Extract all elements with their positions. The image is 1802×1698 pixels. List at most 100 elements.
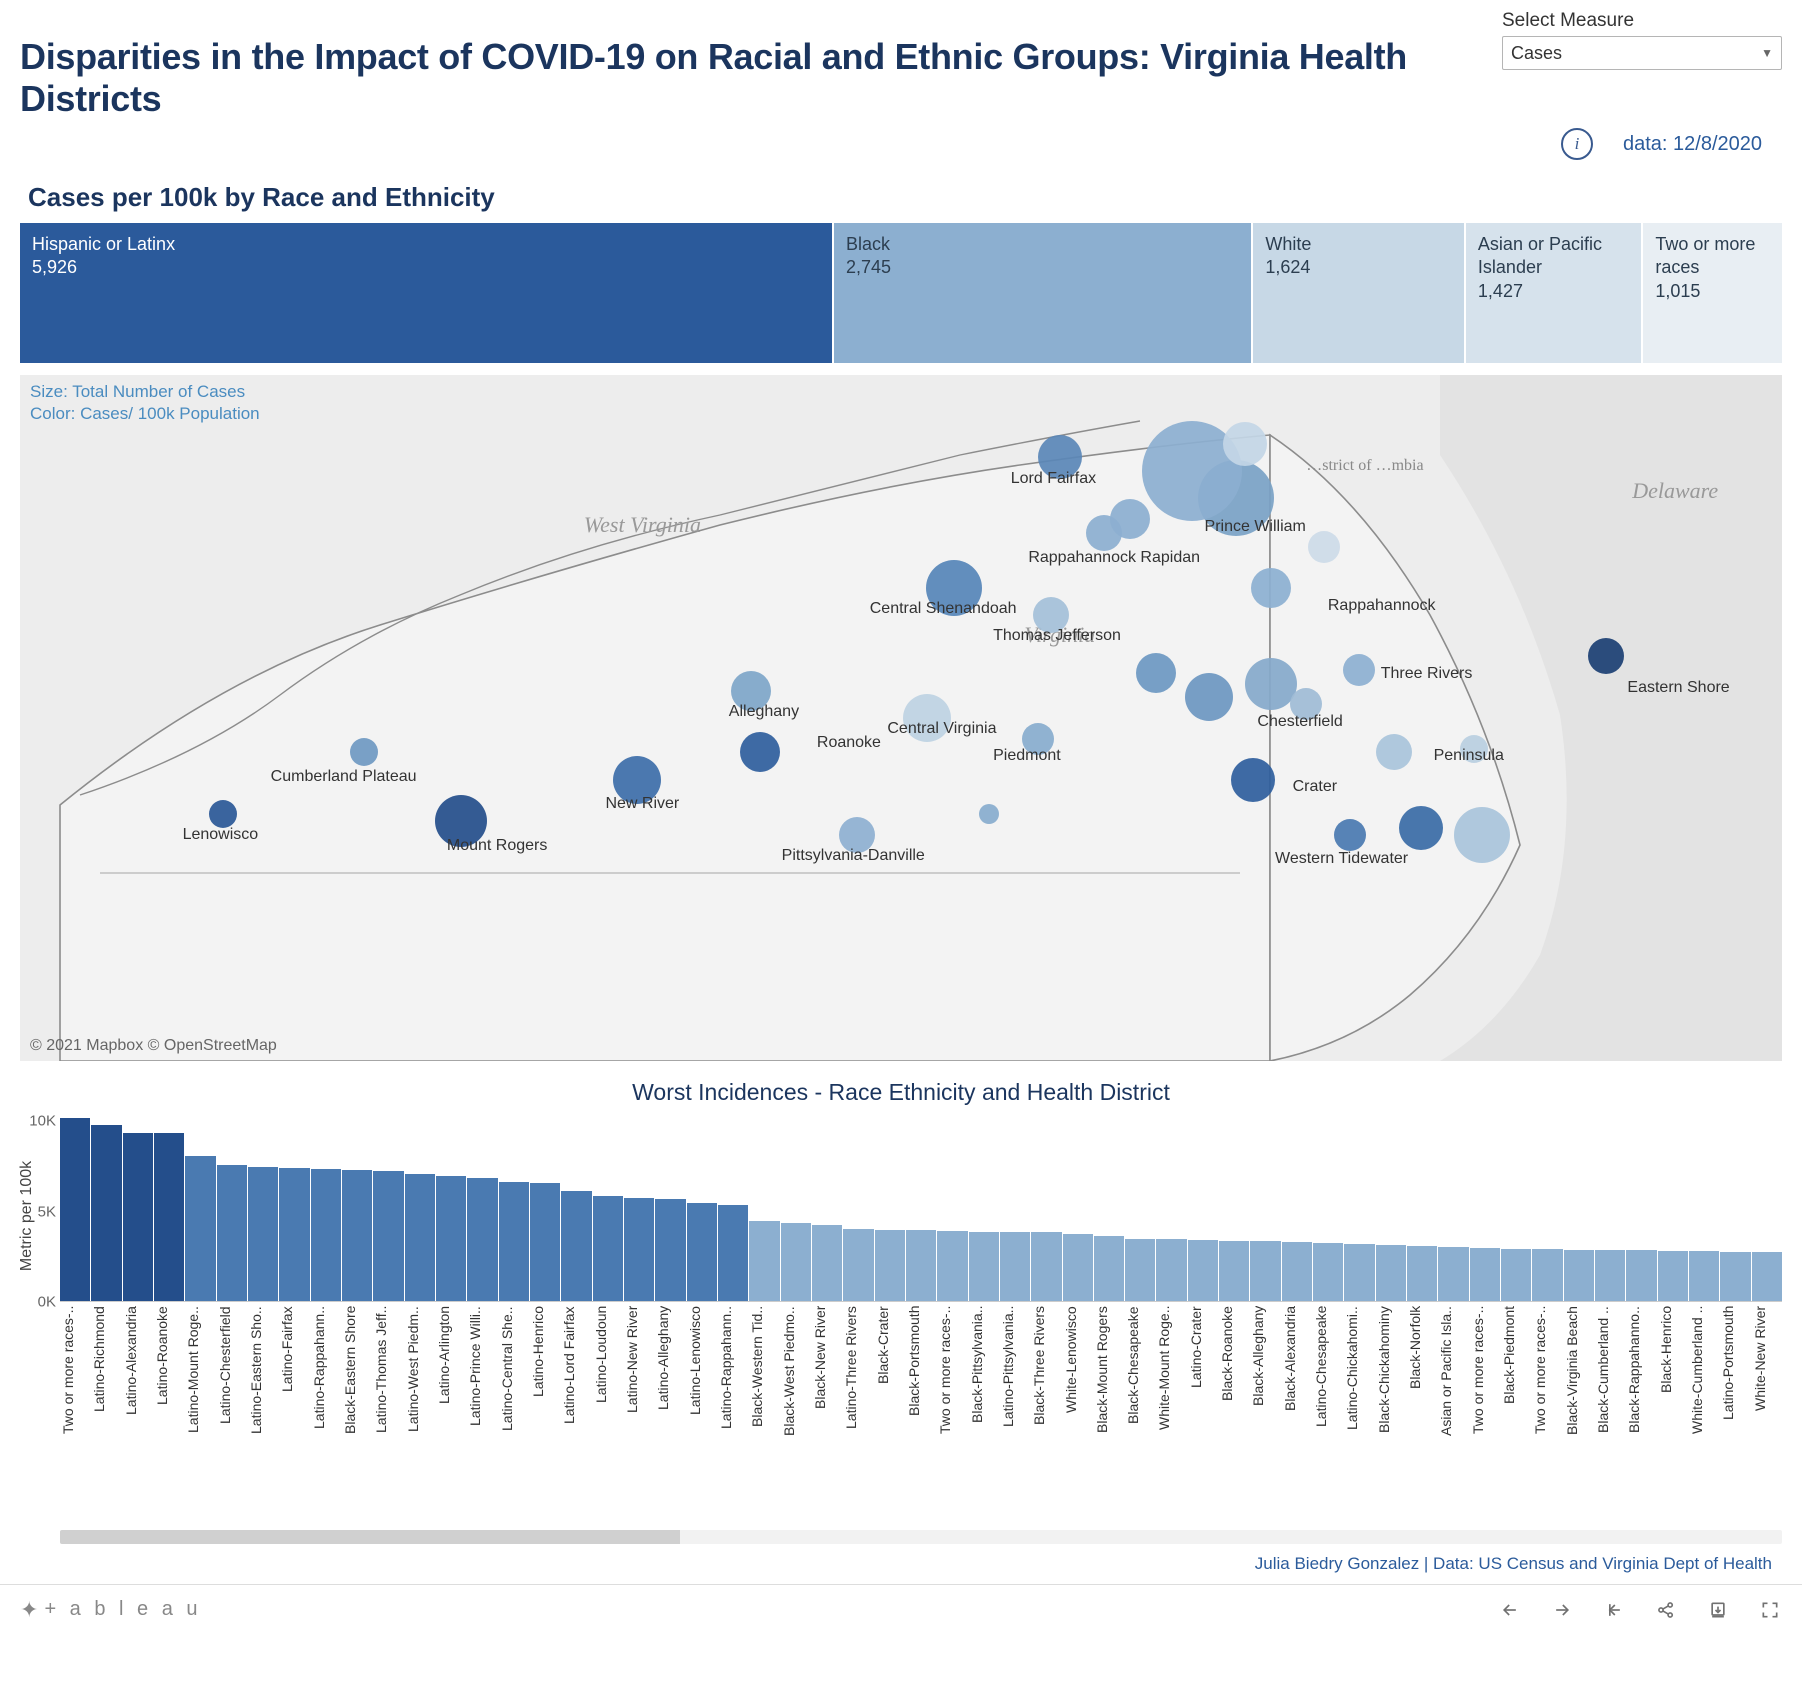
bar[interactable] [311, 1169, 341, 1301]
bar[interactable] [969, 1232, 999, 1301]
bar[interactable] [624, 1198, 654, 1301]
map-bubble[interactable] [1245, 658, 1297, 710]
bar[interactable] [655, 1199, 685, 1301]
map-bubble[interactable] [1399, 806, 1443, 850]
bar[interactable] [1219, 1241, 1249, 1301]
bar[interactable] [1501, 1249, 1531, 1301]
bar-label: Latino-Alexandria [123, 1306, 153, 1526]
treemap-cell[interactable]: White1,624 [1253, 223, 1464, 363]
bar[interactable] [1407, 1246, 1437, 1301]
bar[interactable] [1125, 1239, 1155, 1301]
redo-icon[interactable] [1550, 1598, 1574, 1622]
bar[interactable] [718, 1205, 748, 1301]
bar[interactable] [436, 1176, 466, 1301]
bar[interactable] [1752, 1252, 1782, 1301]
bar-label: Black-Eastern Shore [342, 1306, 372, 1526]
fullscreen-icon[interactable] [1758, 1598, 1782, 1622]
bar[interactable] [687, 1203, 717, 1301]
map-bubble[interactable] [1136, 653, 1176, 693]
bar[interactable] [530, 1183, 560, 1301]
map-bubble-label: Peninsula [1430, 745, 1508, 767]
map[interactable]: Size: Total Number of Cases Color: Cases… [20, 375, 1782, 1061]
bar[interactable] [217, 1165, 247, 1301]
bar[interactable] [185, 1156, 215, 1301]
bar-chart-scrollbar[interactable] [60, 1530, 1782, 1544]
map-bubble[interactable] [1334, 819, 1366, 851]
bar[interactable] [1376, 1245, 1406, 1301]
bar[interactable] [1564, 1250, 1594, 1301]
bar[interactable] [248, 1167, 278, 1301]
download-icon[interactable] [1706, 1598, 1730, 1622]
measure-label: Select Measure [1502, 10, 1634, 32]
treemap-cell[interactable]: Two or more races1,015 [1643, 223, 1782, 363]
bar[interactable] [875, 1230, 905, 1301]
bar[interactable] [1094, 1236, 1124, 1301]
map-bubble-label: Three Rivers [1377, 663, 1477, 685]
bar[interactable] [1282, 1242, 1312, 1301]
bar[interactable] [499, 1182, 529, 1301]
bar[interactable] [1188, 1240, 1218, 1301]
bar[interactable] [781, 1223, 811, 1301]
treemap-cell[interactable]: Black2,745 [834, 223, 1251, 363]
map-bubble[interactable] [1454, 807, 1510, 863]
map-bubble[interactable] [1308, 531, 1340, 563]
bar-chart[interactable]: Metric per 100k 0K5K10K [0, 1112, 1802, 1302]
bar[interactable] [373, 1171, 403, 1301]
bar[interactable] [405, 1174, 435, 1301]
bar[interactable] [593, 1196, 623, 1301]
map-bubble[interactable] [1343, 654, 1375, 686]
map-bubble[interactable] [1231, 758, 1275, 802]
treemap[interactable]: Hispanic or Latinx5,926Black2,745White1,… [0, 223, 1802, 363]
map-bubble[interactable] [1185, 673, 1233, 721]
bar[interactable] [1313, 1243, 1343, 1301]
bar[interactable] [1031, 1232, 1061, 1301]
bar[interactable] [1250, 1241, 1280, 1301]
bar[interactable] [154, 1133, 184, 1301]
treemap-cell[interactable]: Hispanic or Latinx5,926 [20, 223, 832, 363]
undo-icon[interactable] [1498, 1598, 1522, 1622]
bar[interactable] [342, 1170, 372, 1301]
bar[interactable] [60, 1118, 90, 1301]
map-bubble[interactable] [1110, 499, 1150, 539]
bar-label: Latino-Alleghany [655, 1306, 685, 1526]
bar[interactable] [749, 1221, 779, 1301]
map-bubble[interactable] [740, 732, 780, 772]
info-icon[interactable]: i [1561, 128, 1593, 160]
tableau-logo-icon: ✦ [20, 1597, 38, 1623]
bar[interactable] [91, 1125, 121, 1301]
bar[interactable] [812, 1225, 842, 1301]
bar[interactable] [279, 1168, 309, 1301]
bar[interactable] [1532, 1249, 1562, 1301]
map-bubble[interactable] [1223, 422, 1267, 466]
bar[interactable] [1595, 1250, 1625, 1301]
map-bubble[interactable] [1376, 734, 1412, 770]
map-bubble[interactable] [1251, 568, 1291, 608]
y-tick: 10K [16, 1113, 56, 1130]
bar[interactable] [467, 1178, 497, 1301]
bar[interactable] [1438, 1247, 1468, 1301]
treemap-cell-value: 2,745 [846, 256, 1239, 279]
reset-icon[interactable] [1602, 1598, 1626, 1622]
bar[interactable] [1156, 1239, 1186, 1301]
bar[interactable] [1689, 1251, 1719, 1301]
bar[interactable] [1720, 1252, 1750, 1301]
bar[interactable] [1000, 1232, 1030, 1301]
bar[interactable] [1063, 1234, 1093, 1301]
treemap-cell[interactable]: Asian or Pacific Islander1,427 [1466, 223, 1641, 363]
map-bubble[interactable] [350, 738, 378, 766]
map-bubble[interactable] [979, 804, 999, 824]
bar[interactable] [906, 1230, 936, 1301]
map-bubble[interactable] [1588, 638, 1624, 674]
bar[interactable] [1344, 1244, 1374, 1301]
bar-label: Black-Norfolk [1407, 1306, 1437, 1526]
bar[interactable] [123, 1133, 153, 1301]
bar-label: Latino-Three Rivers [843, 1306, 873, 1526]
share-icon[interactable] [1654, 1598, 1678, 1622]
bar[interactable] [843, 1229, 873, 1301]
measure-select[interactable]: Cases ▼ [1502, 36, 1782, 70]
bar[interactable] [1658, 1251, 1688, 1301]
bar[interactable] [937, 1231, 967, 1301]
bar[interactable] [1626, 1250, 1656, 1301]
bar[interactable] [1470, 1248, 1500, 1301]
bar[interactable] [561, 1191, 591, 1301]
